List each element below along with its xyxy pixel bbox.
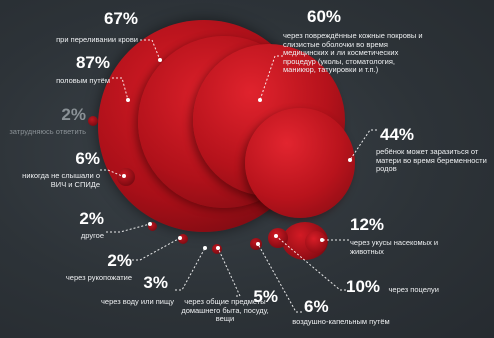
dot-never-heard — [122, 174, 126, 178]
leader-never-heard — [100, 169, 123, 177]
dot-household — [216, 246, 220, 250]
stat-insects: 12% через укусы насекомых и животных — [350, 216, 450, 256]
stat-mother-child-percent: 44% — [380, 125, 415, 144]
stat-no-answer-text: затрудняюсь ответить — [9, 127, 86, 136]
dot-other — [148, 222, 152, 226]
stat-sexual-text: половым путём — [56, 76, 110, 85]
dot-water-food — [203, 246, 207, 250]
stat-kisses: 10% через поцелуи — [346, 278, 456, 297]
stat-airborne-text: воздушно-капельным путём — [292, 317, 390, 326]
stat-other-percent: 2% — [79, 209, 104, 228]
leader-water-food — [175, 247, 206, 291]
stat-household-percent: 5% — [253, 287, 278, 306]
dot-airborne — [256, 242, 260, 246]
stat-transfusion-text: при переливании крови — [56, 35, 138, 44]
stat-airborne-percent: 6% — [304, 297, 329, 316]
stat-never-heard-percent: 6% — [75, 149, 100, 168]
leader-transfusion — [140, 39, 161, 61]
stat-insects-text: через укусы насекомых и животных — [350, 238, 439, 256]
stat-handshake-text: через рукопожатие — [65, 273, 132, 282]
stat-mother-child: 44% ребёнок может заразиться от матери в… — [376, 126, 492, 174]
stat-airborne: 6% воздушно-капельным путём — [286, 298, 396, 327]
stat-sexual-percent: 87% — [75, 53, 110, 72]
dot-handshake — [178, 236, 182, 240]
bubble-no-answer — [88, 116, 98, 126]
leader-kisses — [275, 235, 346, 291]
stat-skin-mucosa-percent: 60% — [307, 7, 342, 26]
stat-mother-child-text: ребёнок может заразиться от матери во вр… — [376, 147, 487, 174]
stat-handshake: 2% через рукопожатие — [52, 252, 132, 283]
leader-airborne — [257, 243, 302, 313]
dot-sexual — [126, 98, 130, 102]
stat-other-text: другое — [80, 231, 104, 240]
bubble-kisses — [305, 231, 327, 253]
stat-transfusion: 67% при переливании крови — [20, 10, 138, 45]
leader-mother-child — [349, 129, 377, 161]
stat-transfusion-percent: 67% — [103, 9, 138, 28]
stat-insects-percent: 12% — [350, 215, 385, 234]
stat-kisses-text: через поцелуи — [388, 285, 439, 294]
bubble-small-4 — [148, 222, 157, 231]
leader-handshake — [132, 237, 181, 261]
stat-never-heard-text: никогда не слышали о ВИЧ и СПИДе — [22, 171, 100, 189]
stat-no-answer-percent: 2% — [61, 105, 86, 124]
stat-kisses-percent: 10% — [346, 277, 381, 296]
stat-water-food: 3% через воду или пищу — [78, 274, 174, 307]
stat-household: 5% через общие предметы домашнего быта, … — [176, 288, 294, 324]
dot-transfusion — [158, 58, 162, 62]
dot-kisses — [274, 234, 278, 238]
leader-household — [217, 247, 241, 297]
stat-water-food-percent: 3% — [143, 273, 168, 292]
bubble-never-heard — [117, 168, 135, 186]
leader-skin-mucosa — [259, 55, 283, 101]
stat-no-answer: 2% затрудняюсь ответить — [4, 106, 86, 137]
stat-sexual: 87% половым путём — [10, 54, 110, 86]
leader-other — [106, 223, 151, 233]
stat-household-text: через общие предметы домашнего быта, пос… — [181, 297, 269, 324]
stat-skin-mucosa: 60% через повреждённые кожные покровы и … — [283, 8, 423, 75]
stat-other: 2% другое — [40, 210, 104, 241]
bubble-small-3 — [178, 234, 188, 244]
stat-skin-mucosa-text: через повреждённые кожные покровы и слиз… — [283, 31, 423, 75]
stat-never-heard: 6% никогда не слышали о ВИЧ и СПИДе — [14, 150, 100, 189]
stat-handshake-percent: 2% — [107, 251, 132, 270]
dot-insects — [320, 238, 324, 242]
dot-skin-mucosa — [258, 98, 262, 102]
leader-sexual — [112, 77, 129, 101]
stat-water-food-text: через воду или пищу — [101, 297, 174, 306]
bubble-mother-child — [245, 108, 355, 218]
bubble-airborne — [268, 228, 288, 248]
dot-mother-child — [348, 158, 352, 162]
